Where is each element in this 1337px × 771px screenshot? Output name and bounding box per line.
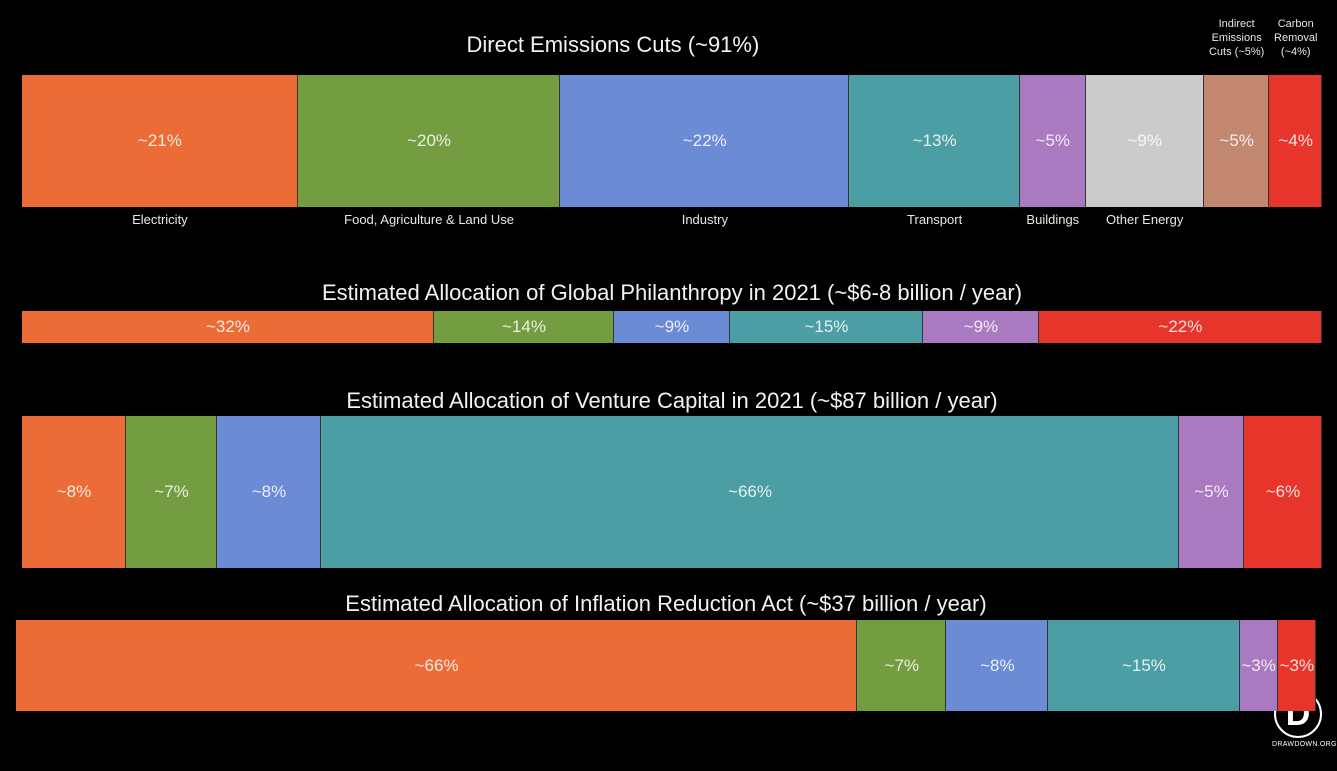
category-label: Transport xyxy=(907,212,963,227)
value-label: ~15% xyxy=(804,317,849,336)
value-label: ~9% xyxy=(654,317,690,336)
bar-segment xyxy=(297,75,561,207)
bar-segment xyxy=(321,416,1179,568)
value-label: ~3% xyxy=(1279,655,1315,675)
bar-segment xyxy=(1244,416,1322,568)
value-label: ~22% xyxy=(1158,317,1203,336)
value-label: ~9% xyxy=(1127,131,1162,150)
bar-segment xyxy=(922,311,1039,343)
bar-segment xyxy=(217,416,321,568)
bar-segment xyxy=(1179,416,1244,568)
category-label: Industry xyxy=(681,212,728,227)
chart-title: Direct Emissions Cuts (~91%) xyxy=(466,32,760,57)
bar-segment xyxy=(16,620,858,711)
value-label: ~7% xyxy=(154,482,189,501)
category-label: Carbon Removal (~4%) xyxy=(1274,18,1318,58)
value-label: ~15% xyxy=(1121,655,1166,675)
bar-segment xyxy=(22,416,126,568)
category-label: Indirect Emissions Cuts (~5%) xyxy=(1208,18,1265,58)
chart-title: Estimated Allocation of Venture Capital … xyxy=(346,388,998,413)
bar-segment xyxy=(1085,75,1204,207)
value-label: ~5% xyxy=(1219,131,1254,150)
value-label: ~8% xyxy=(251,482,287,501)
bar-segment xyxy=(1048,620,1240,711)
bar-segment xyxy=(849,75,1020,207)
bar-segment xyxy=(1019,75,1086,207)
bar-segment xyxy=(1239,620,1278,711)
value-label: ~9% xyxy=(963,317,999,336)
bar-segment xyxy=(729,311,923,343)
bar-segment xyxy=(1277,620,1316,711)
logo-text: DRAWDOWN.ORG xyxy=(1272,741,1337,748)
bar-segment xyxy=(560,75,850,207)
value-label: ~14% xyxy=(501,317,546,336)
value-label: ~5% xyxy=(1035,131,1071,150)
value-label: ~8% xyxy=(980,655,1015,675)
value-label: ~13% xyxy=(912,131,957,150)
bar-segment xyxy=(1038,311,1322,343)
value-label: ~66% xyxy=(728,482,772,501)
value-label: ~5% xyxy=(1194,482,1229,501)
bar-segment xyxy=(22,311,434,343)
value-label: ~20% xyxy=(407,131,452,150)
chart-title: Estimated Allocation of Global Philanthr… xyxy=(321,280,1023,305)
bar-segment xyxy=(1269,75,1322,207)
category-label: Electricity xyxy=(132,212,188,227)
bar-segment xyxy=(126,416,217,568)
value-label: ~4% xyxy=(1278,131,1313,150)
category-label: Buildings xyxy=(1026,212,1080,227)
bar-segment xyxy=(22,75,298,207)
category-label: Other Energy xyxy=(1106,212,1184,227)
value-label: ~22% xyxy=(682,131,727,150)
bar-segment xyxy=(614,311,730,343)
value-label: ~8% xyxy=(56,482,92,501)
value-label: ~3% xyxy=(1241,655,1276,675)
bar-segment xyxy=(1203,75,1270,207)
value-label: ~21% xyxy=(137,131,182,150)
value-label: ~66% xyxy=(414,655,459,675)
bar-segment xyxy=(946,620,1049,711)
bar-segment xyxy=(433,311,615,343)
chart-title: Estimated Allocation of Inflation Reduct… xyxy=(345,591,987,616)
value-label: ~6% xyxy=(1265,482,1301,501)
value-label: ~7% xyxy=(884,655,920,675)
bar-segment xyxy=(857,620,947,711)
value-label: ~32% xyxy=(205,317,250,336)
category-label: Food, Agriculture & Land Use xyxy=(344,212,514,227)
